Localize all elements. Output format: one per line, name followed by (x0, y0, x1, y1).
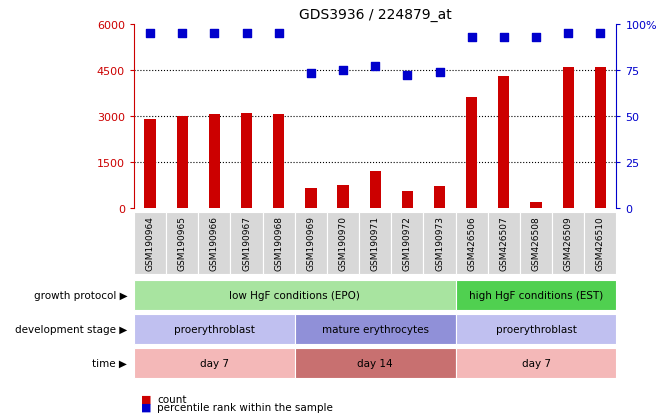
Text: low HgF conditions (EPO): low HgF conditions (EPO) (229, 290, 360, 300)
Text: count: count (157, 394, 187, 404)
Bar (327, 212, 359, 274)
Bar (488, 212, 520, 274)
Bar (456, 348, 616, 378)
Bar (166, 212, 198, 274)
Bar (359, 212, 391, 274)
Text: GSM190973: GSM190973 (435, 216, 444, 271)
Point (595, 31, 606, 37)
Text: GSM190965: GSM190965 (178, 216, 187, 271)
Text: proerythroblast: proerythroblast (174, 324, 255, 334)
Bar (563, 68, 574, 208)
Text: ■: ■ (141, 402, 151, 412)
Point (498, 34, 509, 41)
Text: GSM190971: GSM190971 (371, 216, 380, 271)
Point (145, 31, 155, 37)
Text: GSM190966: GSM190966 (210, 216, 219, 271)
Text: development stage ▶: development stage ▶ (15, 324, 127, 334)
Bar (134, 348, 295, 378)
Text: time ▶: time ▶ (92, 358, 127, 368)
Bar (370, 171, 381, 208)
Point (402, 73, 413, 79)
Text: day 7: day 7 (521, 358, 551, 368)
Point (241, 31, 252, 37)
Bar (209, 115, 220, 208)
Bar (434, 187, 445, 208)
Bar (177, 116, 188, 208)
Bar (584, 212, 616, 274)
Text: day 14: day 14 (357, 358, 393, 368)
Bar (531, 202, 541, 208)
Text: GSM190970: GSM190970 (338, 216, 348, 271)
Bar (295, 212, 327, 274)
Text: GSM190969: GSM190969 (306, 216, 316, 271)
Text: GSM426506: GSM426506 (467, 216, 476, 271)
Text: GSM426510: GSM426510 (596, 216, 605, 271)
Bar (498, 77, 509, 208)
Bar (552, 212, 584, 274)
Text: GSM190968: GSM190968 (274, 216, 283, 271)
Text: GSM426507: GSM426507 (499, 216, 509, 271)
Bar (520, 212, 552, 274)
Point (434, 69, 445, 76)
Point (563, 31, 574, 37)
Text: GSM190967: GSM190967 (242, 216, 251, 271)
Bar (306, 188, 316, 208)
Bar (391, 212, 423, 274)
Point (466, 34, 477, 41)
Text: percentile rank within the sample: percentile rank within the sample (157, 402, 334, 412)
Bar (456, 314, 616, 344)
Bar (230, 212, 263, 274)
Bar (595, 68, 606, 208)
Bar (338, 185, 348, 208)
Text: mature erythrocytes: mature erythrocytes (322, 324, 429, 334)
Title: GDS3936 / 224879_at: GDS3936 / 224879_at (299, 8, 452, 22)
Point (177, 31, 188, 37)
Bar (145, 119, 155, 208)
Text: proerythroblast: proerythroblast (496, 324, 576, 334)
Text: GSM190972: GSM190972 (403, 216, 412, 271)
Text: GSM426509: GSM426509 (563, 216, 573, 271)
Text: high HgF conditions (EST): high HgF conditions (EST) (469, 290, 603, 300)
Bar (295, 348, 456, 378)
Text: day 7: day 7 (200, 358, 229, 368)
Bar (273, 115, 284, 208)
Text: growth protocol ▶: growth protocol ▶ (34, 290, 127, 300)
Text: GSM426508: GSM426508 (531, 216, 541, 271)
Point (273, 31, 284, 37)
Bar (402, 191, 413, 208)
Bar (295, 314, 456, 344)
Bar (423, 212, 456, 274)
Bar (456, 280, 616, 311)
Bar (456, 212, 488, 274)
Bar (134, 280, 456, 311)
Point (370, 64, 381, 70)
Bar (466, 98, 477, 208)
Point (531, 34, 541, 41)
Bar (134, 212, 166, 274)
Point (306, 71, 316, 78)
Text: ■: ■ (141, 394, 151, 404)
Point (209, 31, 220, 37)
Bar (263, 212, 295, 274)
Text: GSM190964: GSM190964 (145, 216, 155, 271)
Bar (134, 314, 295, 344)
Bar (241, 114, 252, 208)
Bar (198, 212, 230, 274)
Point (338, 67, 348, 74)
